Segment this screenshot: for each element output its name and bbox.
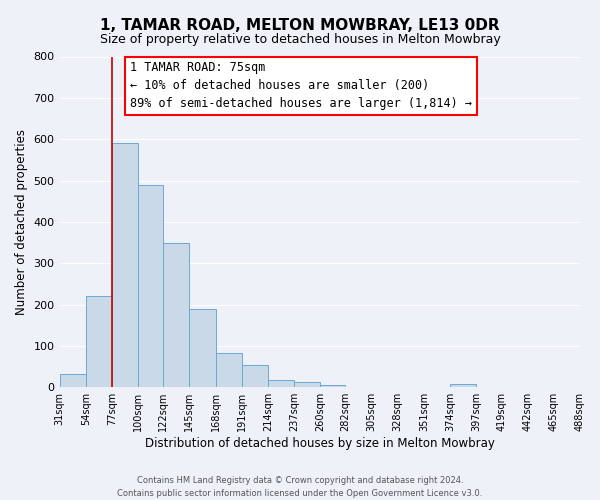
Bar (294, 382, 320, 387)
Bar (242, 366, 268, 387)
Text: Contains HM Land Registry data © Crown copyright and database right 2024.
Contai: Contains HM Land Registry data © Crown c… (118, 476, 482, 498)
Bar (450, 384, 476, 387)
Bar (86, 296, 112, 387)
Bar (190, 310, 215, 387)
Text: 1, TAMAR ROAD, MELTON MOWBRAY, LE13 0DR: 1, TAMAR ROAD, MELTON MOWBRAY, LE13 0DR (100, 18, 500, 32)
Bar (215, 353, 242, 387)
Y-axis label: Number of detached properties: Number of detached properties (15, 129, 28, 315)
Bar (59, 374, 86, 387)
X-axis label: Distribution of detached houses by size in Melton Mowbray: Distribution of detached houses by size … (145, 437, 495, 450)
Bar (268, 380, 294, 387)
Text: Size of property relative to detached houses in Melton Mowbray: Size of property relative to detached ho… (100, 32, 500, 46)
Text: 1 TAMAR ROAD: 75sqm
← 10% of detached houses are smaller (200)
89% of semi-detac: 1 TAMAR ROAD: 75sqm ← 10% of detached ho… (130, 62, 472, 110)
Bar (320, 385, 346, 387)
Bar (163, 242, 190, 387)
Bar (138, 184, 163, 387)
Bar (112, 144, 138, 387)
